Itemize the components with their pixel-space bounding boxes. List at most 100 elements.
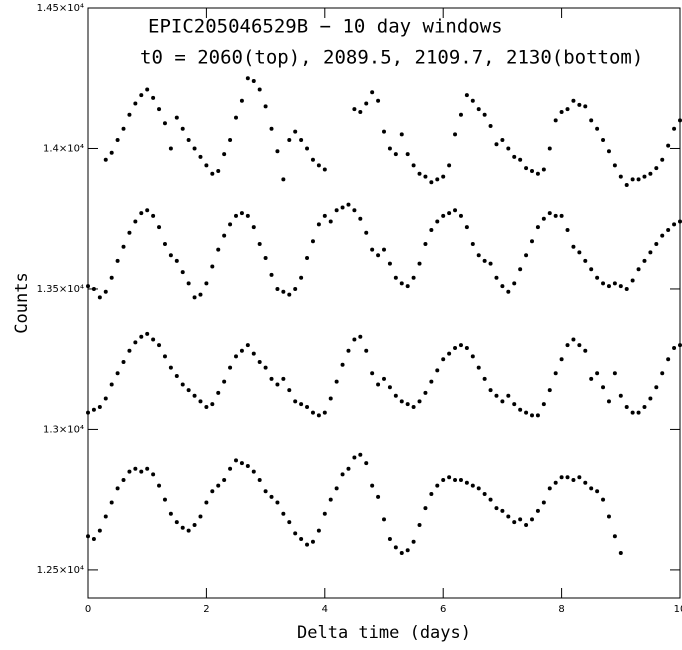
data-point [358,334,363,339]
chart-subtitle: t0 = 2060(top), 2089.5, 2109.7, 2130(bot… [140,47,643,69]
data-point [299,138,304,143]
data-point [109,382,114,387]
data-point [316,413,321,418]
data-point [86,284,90,289]
data-point [222,379,227,384]
data-point [453,478,458,482]
data-point [399,132,404,137]
data-point [263,256,268,261]
data-point [553,213,558,218]
data-point [618,174,623,179]
data-point [535,413,540,418]
data-point [500,138,505,143]
data-point [429,492,434,497]
data-point [322,511,327,516]
data-point [103,157,108,162]
data-point [162,354,167,359]
data-point [559,475,564,480]
data-point [399,281,404,286]
data-point [174,258,179,263]
data-point [145,331,150,336]
data-point [399,399,404,404]
data-point [417,171,422,176]
data-point [162,121,167,126]
data-point [470,354,475,359]
y-tick-label: 1.35×10⁴ [37,284,84,295]
data-point [340,362,345,367]
data-point [595,126,600,131]
data-point [151,337,156,342]
data-point [577,250,582,255]
data-point [441,174,446,179]
data-point [494,142,499,147]
data-point [654,242,659,246]
data-point [476,253,481,258]
x-axis-label: Delta time (days) [297,623,471,643]
data-point [340,205,345,210]
y-tick-label: 1.45×10⁴ [37,3,84,14]
data-point [275,149,280,154]
data-point [447,163,452,168]
data-point [210,264,215,269]
data-point [281,177,286,182]
data-point [618,393,623,398]
data-point [216,247,221,252]
data-point [624,183,629,187]
data-point [423,242,428,246]
data-point [470,242,475,246]
data-point [364,348,369,353]
data-point [370,371,375,376]
data-point [453,345,458,350]
data-point [109,500,114,505]
data-point [133,340,138,345]
data-point [577,343,582,348]
data-point [263,365,268,370]
data-point [293,399,298,404]
data-point [512,154,517,159]
data-point [666,227,671,232]
x-tick-label: 2 [203,604,209,615]
data-point [458,112,463,117]
data-point [364,101,369,106]
data-point [678,118,682,123]
data-point [494,393,499,398]
plot-frame [87,7,681,599]
data-point [121,244,126,249]
data-point [405,284,410,289]
data-point [524,410,529,415]
data-point [601,138,606,143]
data-point [376,382,381,387]
data-point [103,396,108,401]
data-point [601,497,606,502]
data-point [310,157,315,162]
data-point [174,520,179,525]
y-tick-label: 1.4×10⁴ [43,143,84,154]
data-point [672,345,677,350]
data-point [139,93,144,98]
data-point [174,115,179,120]
data-point [162,497,167,502]
data-point [441,213,446,218]
data-point [630,177,635,182]
data-point [583,480,588,485]
data-point [387,146,392,151]
data-point [234,213,238,218]
data-point [281,289,286,294]
data-point [127,469,132,474]
data-point [606,514,611,519]
data-point [370,247,375,252]
data-point [417,522,422,527]
x-tick-label: 6 [440,604,446,615]
data-point [411,163,416,168]
data-point [458,478,463,482]
data-point [97,295,102,300]
y-tick-label: 1.25×10⁴ [37,565,84,576]
data-point [405,152,410,157]
data-point [228,365,233,370]
data-point [310,539,315,544]
data-point [239,211,244,216]
data-point [275,382,280,387]
data-point [157,107,162,112]
x-tick-label: 0 [85,604,91,615]
data-point [358,109,363,114]
